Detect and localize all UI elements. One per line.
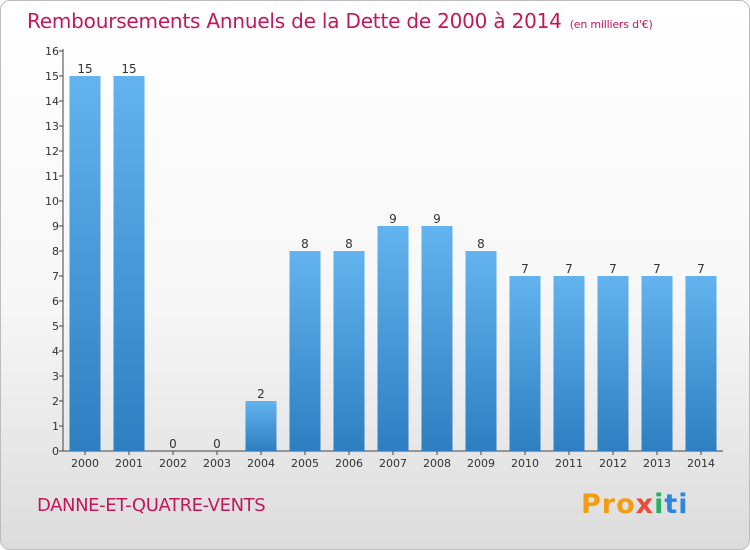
- x-tick-label: 2012: [599, 457, 627, 470]
- logo-part-3: i: [654, 489, 665, 520]
- y-tick-label: 11: [45, 170, 59, 183]
- data-label: 7: [653, 262, 661, 276]
- bar: [421, 226, 453, 451]
- bar: [377, 226, 409, 451]
- x-tick-label: 2006: [335, 457, 363, 470]
- y-tick-label: 9: [52, 220, 59, 233]
- data-label: 9: [389, 212, 397, 226]
- bar: [641, 276, 673, 451]
- y-tick-label: 1: [52, 420, 59, 433]
- bar: [333, 251, 365, 451]
- data-label: 9: [433, 212, 441, 226]
- y-tick-label: 3: [52, 370, 59, 383]
- y-tick-label: 0: [52, 445, 59, 458]
- data-label: 7: [565, 262, 573, 276]
- y-tick-label: 12: [45, 145, 59, 158]
- data-label: 2: [257, 387, 265, 401]
- commune-name: DANNE-ET-QUATRE-VENTS: [37, 495, 266, 516]
- data-label: 8: [345, 237, 353, 251]
- bar: [69, 76, 101, 451]
- data-label: 0: [213, 437, 221, 451]
- bar: [509, 276, 541, 451]
- x-tick-label: 2003: [203, 457, 231, 470]
- data-label: 0: [169, 437, 177, 451]
- bar: [113, 76, 145, 451]
- y-tick-label: 10: [45, 195, 59, 208]
- bar: [685, 276, 717, 451]
- chart-unit-note: (en milliers d'€): [569, 18, 653, 31]
- y-tick-label: 13: [45, 120, 59, 133]
- data-label: 8: [477, 237, 485, 251]
- data-label: 7: [521, 262, 529, 276]
- x-tick-label: 2013: [643, 457, 671, 470]
- y-tick-label: 16: [45, 45, 59, 58]
- data-label: 8: [301, 237, 309, 251]
- x-tick-label: 2008: [423, 457, 451, 470]
- y-tick-label: 4: [52, 345, 59, 358]
- x-tick-label: 2009: [467, 457, 495, 470]
- x-tick-label: 2010: [511, 457, 539, 470]
- x-tick-label: 2002: [159, 457, 187, 470]
- logo-part-2: x: [635, 489, 655, 520]
- chart-title-text: Remboursements Annuels de la Dette de 20…: [27, 9, 562, 33]
- x-tick-label: 2004: [247, 457, 275, 470]
- data-label: 7: [697, 262, 705, 276]
- y-tick-label: 2: [52, 395, 59, 408]
- y-tick-label: 7: [52, 270, 59, 283]
- data-label: 15: [121, 62, 136, 76]
- bar: [245, 401, 277, 451]
- x-tick-label: 2007: [379, 457, 407, 470]
- x-tick-label: 2001: [115, 457, 143, 470]
- data-label: 7: [609, 262, 617, 276]
- y-tick-label: 6: [52, 295, 59, 308]
- y-tick-label: 14: [45, 95, 59, 108]
- y-tick-label: 15: [45, 70, 59, 83]
- logo-part-1: Pro: [581, 489, 636, 520]
- x-tick-label: 2005: [291, 457, 319, 470]
- y-tick-label: 5: [52, 320, 59, 333]
- data-label: 15: [77, 62, 92, 76]
- bar: [465, 251, 497, 451]
- x-tick-label: 2000: [71, 457, 99, 470]
- x-tick-label: 2014: [687, 457, 715, 470]
- x-tick-label: 2011: [555, 457, 583, 470]
- bar: [597, 276, 629, 451]
- bar: [553, 276, 585, 451]
- bar: [289, 251, 321, 451]
- proxiti-logo: Proxiti: [581, 489, 689, 520]
- logo-part-4: ti: [664, 489, 689, 520]
- chart-title: Remboursements Annuels de la Dette de 20…: [27, 9, 653, 33]
- y-tick-label: 8: [52, 245, 59, 258]
